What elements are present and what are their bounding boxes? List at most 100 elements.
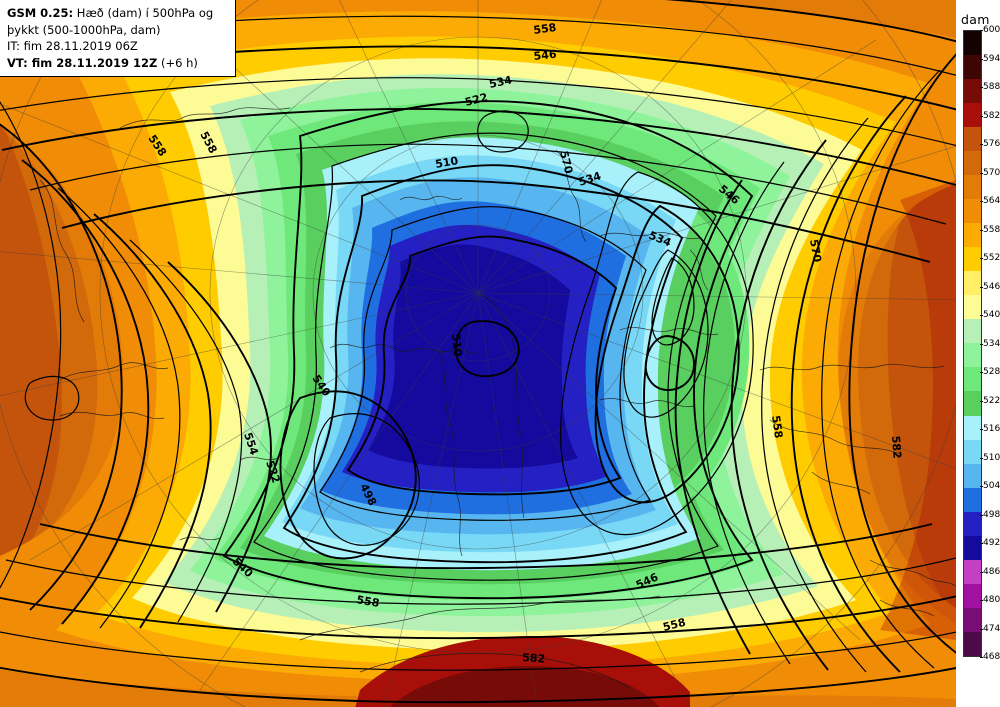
colorbar-tick-label: 594 <box>983 53 1000 64</box>
colorbar-tick-mark <box>980 172 983 174</box>
contour-label: 558 <box>355 593 380 610</box>
colorbar-tick-mark <box>980 486 983 487</box>
colorbar-swatch <box>964 127 981 152</box>
colorbar-tick-mark <box>980 657 983 658</box>
colorbar-tick-mark <box>980 429 983 430</box>
colorbar-swatch <box>964 391 981 416</box>
colorbar-swatch <box>964 247 981 272</box>
contour-label: 582 <box>522 651 546 666</box>
colorbar-tick-label: 588 <box>983 82 1000 92</box>
colorbar-tick-label: 510 <box>983 452 1000 463</box>
colorbar-swatch <box>964 175 981 200</box>
colorbar-swatch <box>964 79 981 104</box>
colorbar-swatch <box>964 607 981 632</box>
colorbar-tick-mark <box>980 144 983 145</box>
valid-time-label: VT: fim 28.11.2019 12Z <box>7 55 158 70</box>
field-line-2: þykkt (500-1000hPa, dam) <box>7 22 161 37</box>
colorbar-swatch <box>964 199 981 224</box>
colorbar-tick-mark <box>980 30 983 31</box>
colorbar-tick-label: 492 <box>983 538 1000 548</box>
colorbar-swatch <box>964 223 981 248</box>
info-model-line: GSM 0.25: Hæð (dam) í 500hPa og <box>7 5 229 22</box>
colorbar-unit-label: dam <box>961 12 990 27</box>
colorbar-tick-label: 522 <box>983 395 1000 406</box>
contour-line-layer <box>0 0 956 704</box>
colorbar-tick-mark <box>980 514 983 516</box>
colorbar-tick-label: 528 <box>983 367 1000 377</box>
colorbar-swatch <box>964 463 981 488</box>
colorbar-swatch <box>964 319 981 344</box>
colorbar-tick-label: 474 <box>983 623 1000 634</box>
contour-label: 558 <box>769 415 785 440</box>
colorbar-tick-label: 552 <box>983 253 1000 263</box>
colorbar-tick-label: 576 <box>983 139 1000 149</box>
colorbar-tick-mark <box>980 571 983 573</box>
colorbar-tick-label: 558 <box>983 224 1000 235</box>
colorbar-swatch <box>964 559 981 584</box>
colorbar-swatch <box>964 55 981 80</box>
colorbar-tick-mark <box>980 58 983 60</box>
colorbar-tick-label: 564 <box>983 196 1000 206</box>
contour-label: 510 <box>434 154 459 171</box>
contour-label: 570 <box>557 150 575 176</box>
colorbar-swatch <box>964 487 981 512</box>
colorbar-tick-label: 468 <box>983 652 1000 662</box>
colorbar-tick-mark <box>980 400 983 402</box>
contour-label: 558 <box>662 616 687 634</box>
colorbar-tick-label: 486 <box>983 566 1000 577</box>
colorbar-tick-mark <box>980 286 983 288</box>
colorbar-tick-mark <box>980 600 983 601</box>
colorbar-swatch <box>964 295 981 320</box>
colorbar-swatch <box>964 103 981 128</box>
map-canvas[interactable]: 558 546 534 522 558 558 510 534 546 570 … <box>0 0 956 707</box>
colorbar-tick-mark <box>980 201 983 202</box>
colorbar-tick-mark <box>980 315 983 316</box>
colorbar-tick-mark <box>980 258 983 259</box>
colorbar-tick-label: 504 <box>983 481 1000 491</box>
contour-label: 510 <box>449 333 464 358</box>
colorbar-tick-mark <box>980 87 983 88</box>
colorbar-swatch <box>964 583 981 608</box>
colorbar-tick-mark <box>980 628 983 630</box>
model-label: GSM 0.25: <box>7 6 74 20</box>
chart-info-box: GSM 0.25: Hæð (dam) í 500hPa og þykkt (5… <box>0 0 236 77</box>
contour-label: 582 <box>889 435 904 459</box>
colorbar-tick-label: 516 <box>983 424 1000 434</box>
colorbar-swatch <box>964 415 981 440</box>
field-line-1: Hæð (dam) í 500hPa og <box>73 6 214 20</box>
colorbar-tick-mark <box>980 543 983 544</box>
contour-label: 558 <box>533 21 558 37</box>
colorbar-swatch <box>964 31 981 56</box>
colorbar-swatch <box>964 367 981 392</box>
colorbar-tick-mark <box>980 115 983 117</box>
colorbar-tick-label: 534 <box>983 338 1000 349</box>
colorbar-swatch <box>964 343 981 368</box>
colorbar-swatch <box>964 511 981 536</box>
colorbar-tick-mark <box>980 343 983 345</box>
colorbar-swatch <box>964 439 981 464</box>
valid-time-line: VT: fim 28.11.2019 12Z (+6 h) <box>7 55 229 72</box>
colorbar-tick-mark <box>980 229 983 231</box>
colorbar-swatch <box>964 535 981 560</box>
colorbar-tick-mark <box>980 457 983 459</box>
contour-label: 546 <box>533 48 558 63</box>
contour-label: 534 <box>488 73 514 91</box>
colorbar-swatch <box>964 151 981 176</box>
contour-label: 522 <box>464 91 489 109</box>
colorbar-swatch <box>964 271 981 296</box>
colorbar-tick-label: 570 <box>983 167 1000 178</box>
map-field-svg: 558 546 534 522 558 558 510 534 546 570 … <box>0 0 956 707</box>
colorbar-panel: dam 600 594 588 582 576 570 564 558 552 546 540 534… <box>956 0 1000 707</box>
colorbar-tick-label: 600 <box>983 25 1000 35</box>
colorbar-swatch <box>964 631 981 656</box>
colorbar-tick-label: 582 <box>983 110 1000 121</box>
valid-time-offset: (+6 h) <box>157 55 198 70</box>
contour-label: 570 <box>807 238 824 263</box>
coastline-layer <box>39 107 956 689</box>
colorbar-tick-label: 480 <box>983 595 1000 605</box>
colorbar-tick-label: 546 <box>983 281 1000 292</box>
init-time-line: IT: fim 28.11.2019 06Z <box>7 39 138 53</box>
colorbar-tick-label: 498 <box>983 509 1000 520</box>
colorbar-tick-mark <box>980 372 983 373</box>
